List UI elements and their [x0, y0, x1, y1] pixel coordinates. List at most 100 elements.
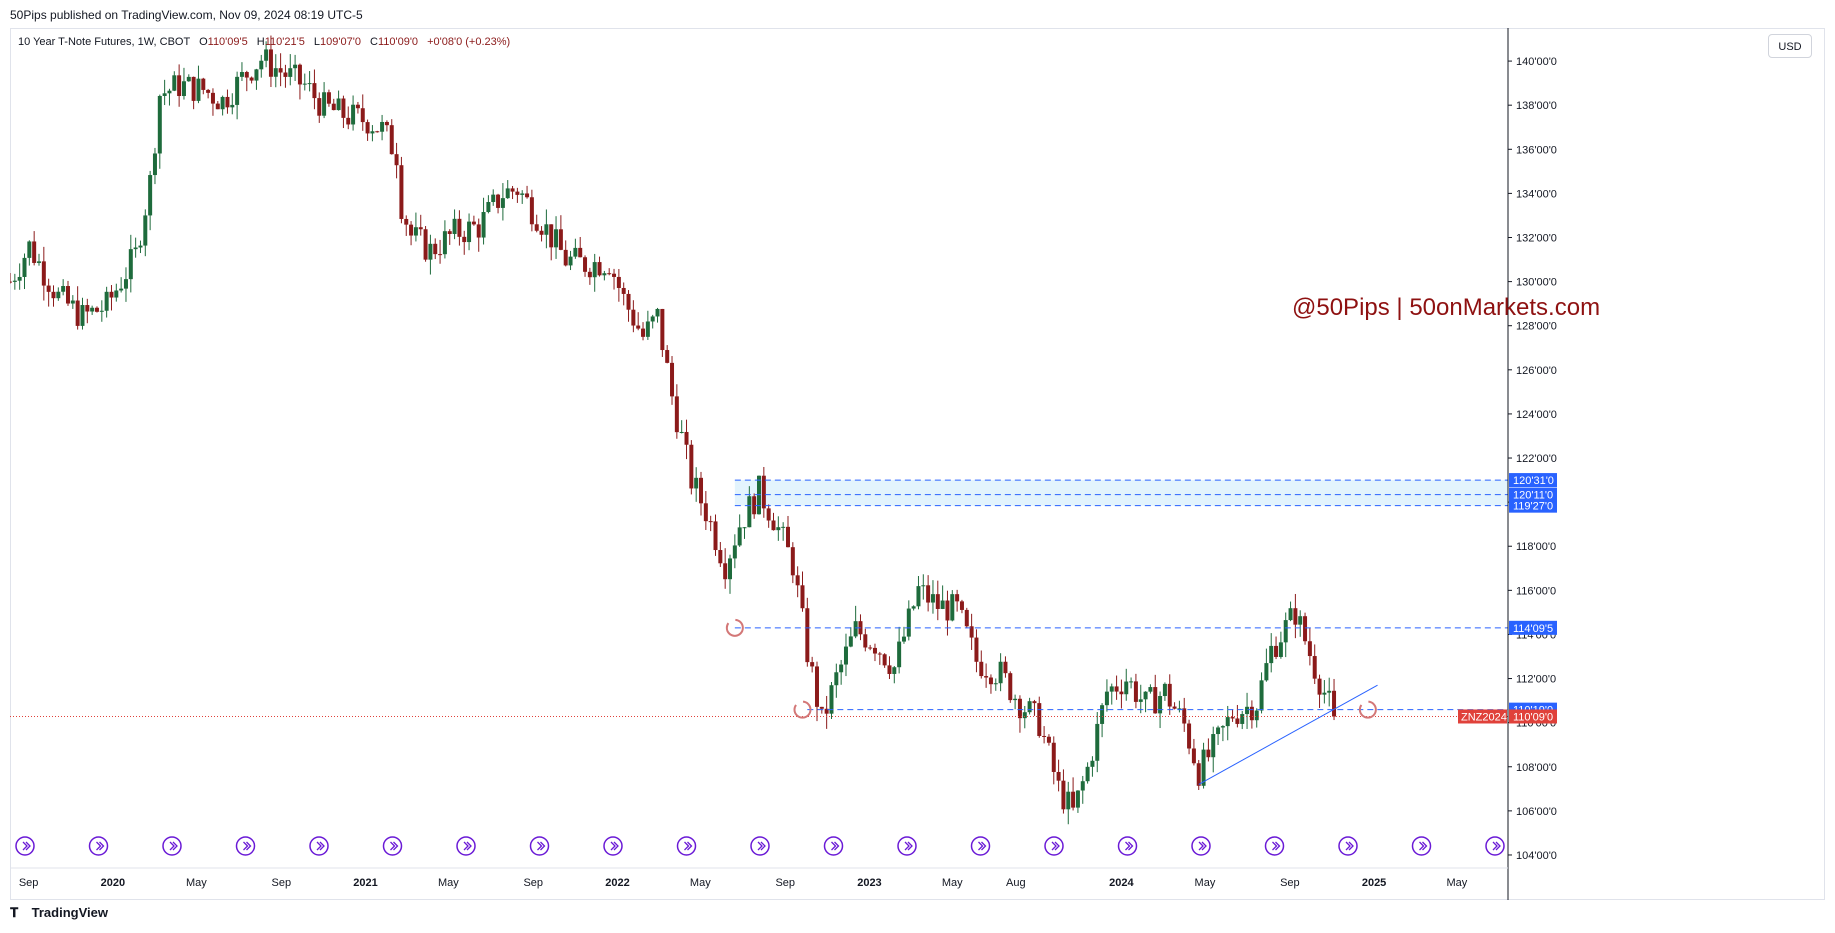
candle-body [814, 666, 819, 707]
candle-body [264, 49, 269, 61]
candle-body [665, 350, 670, 363]
candle-body [959, 601, 964, 610]
candle-body [351, 104, 356, 125]
candle-body [882, 654, 887, 666]
candle-body [360, 108, 365, 123]
tradingview-footer[interactable]: 𝐓 TradingView [10, 905, 108, 921]
candle-body [510, 188, 515, 192]
candle-body [1177, 708, 1182, 710]
legend-close: 110'09'0 [377, 36, 419, 48]
candle-body [1124, 681, 1129, 695]
candle-body [413, 227, 418, 236]
candle-body [713, 521, 718, 551]
candle-body [728, 558, 733, 580]
candle-body [626, 293, 631, 310]
candle-body [824, 708, 829, 714]
candle-body [771, 520, 776, 531]
candle-body [138, 245, 143, 248]
candle-body [1317, 678, 1322, 695]
candle-body [12, 280, 17, 282]
candle-body [70, 300, 75, 304]
candle-body [365, 122, 370, 134]
candle-body [1119, 691, 1124, 695]
candle-body [32, 241, 37, 263]
price-tick-label: 104'00'0 [1516, 850, 1557, 862]
candle-body [1259, 680, 1264, 711]
time-tick-label: May [1195, 877, 1216, 889]
candle-body [558, 229, 563, 250]
time-tick-label: 2025 [1362, 877, 1386, 889]
candle-body [1206, 749, 1211, 758]
candle-body [1187, 723, 1192, 749]
price-tick-label: 106'00'0 [1516, 806, 1557, 818]
candle-body [839, 664, 844, 673]
candle-body [1075, 790, 1080, 808]
candle-body [1027, 701, 1032, 713]
price-axis[interactable]: 104'00'0106'00'0108'00'0110'00'0112'00'0… [1507, 28, 1557, 900]
candle-body [805, 608, 810, 663]
candle-body [1109, 686, 1114, 692]
candle-body [1022, 712, 1027, 719]
price-chart[interactable]: 104'00'0106'00'0108'00'0110'00'0112'00'0… [10, 28, 1825, 900]
time-tick-label: May [1447, 877, 1468, 889]
candle-body [602, 273, 607, 276]
time-tick-label: 2023 [857, 877, 881, 889]
candle-body [1278, 642, 1283, 657]
candle-body [1274, 645, 1279, 657]
candle-body [935, 594, 940, 609]
candle-body [491, 194, 496, 203]
candle-body [742, 527, 747, 529]
candle-body [225, 96, 230, 108]
candle-body [389, 125, 394, 155]
candle-body [288, 68, 293, 77]
candle-body [27, 241, 32, 258]
candle-body [993, 683, 998, 685]
candle-body [1254, 710, 1259, 721]
candle-body [418, 227, 423, 230]
candle-body [660, 308, 665, 351]
time-tick-label: 2020 [101, 877, 125, 889]
candle-body [616, 276, 621, 288]
candle-body [1182, 708, 1187, 724]
candle-body [708, 521, 713, 523]
candle-body [549, 224, 554, 248]
candle-body [409, 224, 414, 236]
candle-body [1148, 687, 1153, 692]
candle-body [752, 496, 757, 515]
legend-open: 110'09'5 [207, 36, 248, 48]
candle-body [22, 257, 27, 277]
candle-body [636, 325, 641, 329]
candle-body [534, 224, 539, 231]
legend-low: 109'07'0 [320, 36, 361, 48]
candle-body [703, 503, 708, 522]
candle-body [302, 83, 307, 85]
candle-body [462, 236, 467, 243]
event-icon-glyph [684, 841, 693, 851]
candle-body [201, 78, 206, 90]
candle-body [901, 636, 906, 642]
candle-body [1303, 616, 1308, 642]
candle-body [61, 286, 66, 292]
candle-body [679, 431, 684, 433]
price-tick-label: 136'00'0 [1516, 144, 1557, 156]
event-icon-glyph [463, 841, 472, 851]
candle-body [529, 197, 534, 225]
candle-body [220, 96, 225, 110]
candle-body [75, 300, 80, 326]
event-icon-glyph [22, 841, 31, 851]
time-axis[interactable]: Sep 2020 May Sep 2021 May Sep 2022 May Sep 2023 May… [10, 867, 1508, 889]
candle-body [940, 600, 945, 609]
rollover-icon [793, 700, 812, 719]
event-icon [1338, 836, 1358, 856]
candle-body [1162, 683, 1167, 697]
candle-body [998, 661, 1003, 684]
time-tick-label: Sep [19, 877, 39, 889]
candle-body [307, 83, 312, 85]
chart-frame [10, 28, 1825, 900]
candle-body [674, 396, 679, 433]
candle-body [906, 608, 911, 637]
candle-body [10, 281, 12, 283]
currency-button[interactable]: USD [1768, 34, 1812, 58]
level-price-tag-text: 119'27'0 [1513, 501, 1553, 513]
levels-layer [10, 479, 1508, 785]
